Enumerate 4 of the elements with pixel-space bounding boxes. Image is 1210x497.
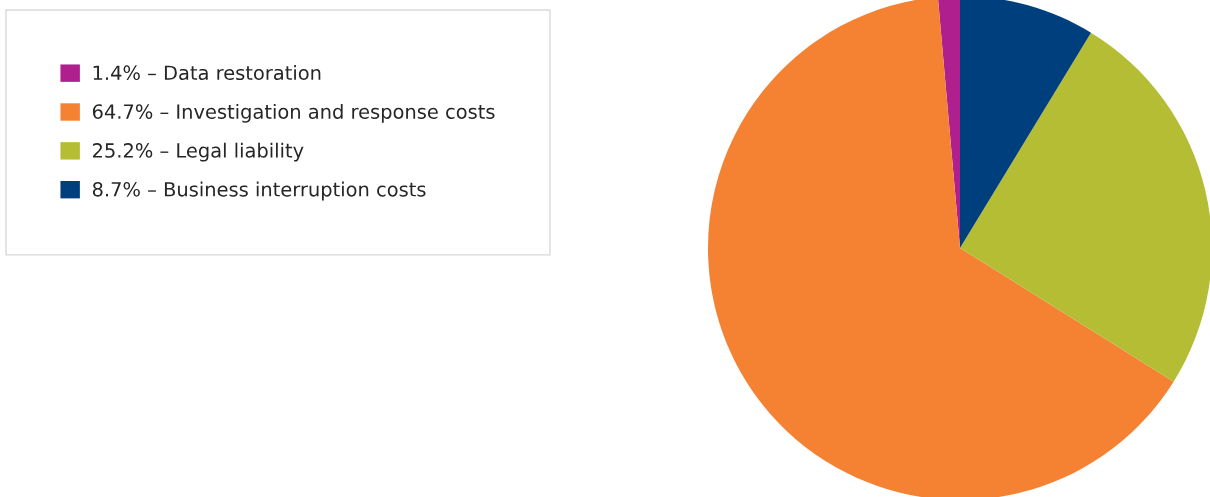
- legend-label: 8.7% – Business interruption costs: [92, 181, 426, 201]
- legend-label: 25.2% – Legal liability: [92, 142, 304, 162]
- legend-label: 64.7% – Investigation and response costs: [92, 103, 495, 123]
- legend-label: 1.4% – Data restoration: [93, 65, 321, 81]
